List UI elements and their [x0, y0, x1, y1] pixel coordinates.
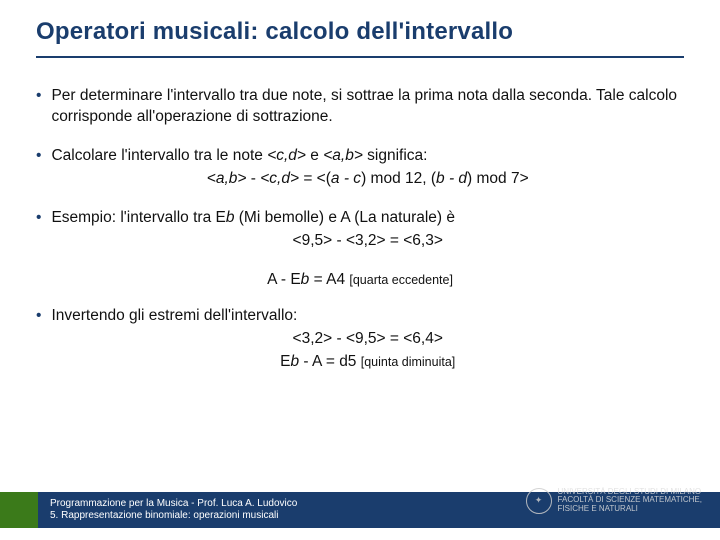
- b2-mod12: ) mod 12, (: [361, 170, 436, 187]
- b2-f-l: <a,b>: [207, 170, 247, 187]
- bullet-mark: •: [36, 208, 41, 252]
- b3-result: A - Eb = A4 [quarta eccedente]: [36, 270, 684, 291]
- b2-mod7: ) mod 7>: [467, 170, 529, 187]
- slide-container: Operatori musicali: calcolo dell'interva…: [0, 0, 720, 540]
- b2-f-eq: = <(: [299, 170, 331, 187]
- b3-res-r: = A4: [309, 271, 349, 288]
- b2-formula: <a,b> - <c,d> = <(a - c) mod 12, (b - d)…: [51, 169, 684, 190]
- bullet-4-body: Invertendo gli estremi dell'intervallo: …: [51, 306, 684, 373]
- b3-formula: <9,5> - <3,2> = <6,3>: [51, 231, 684, 252]
- b4-lead: Invertendo gli estremi dell'intervallo:: [51, 307, 297, 324]
- b4-note: [quinta diminuita]: [361, 355, 456, 369]
- b3-res-flat: b: [301, 271, 310, 288]
- b2-ac: a - c: [331, 170, 361, 187]
- bullet-2: • Calcolare l'intervallo tra le note <c,…: [36, 146, 684, 190]
- b3-mid: (Mi bemolle) e A (La naturale) è: [234, 209, 455, 226]
- uni-text: UNIVERSITÀ DEGLI STUDI DI MILANO FACOLTÀ…: [558, 488, 702, 514]
- footer-green-block: [0, 492, 38, 528]
- bullet-1-text: Per determinare l'intervallo tra due not…: [51, 86, 684, 128]
- b4-formula: <3,2> - <9,5> = <6,4>: [51, 329, 684, 350]
- b3-res-l: A - E: [267, 271, 301, 288]
- bullet-3-body: Esempio: l'intervallo tra Eb (Mi bemolle…: [51, 208, 684, 252]
- footer-logo: ✦ UNIVERSITÀ DEGLI STUDI DI MILANO FACOL…: [526, 488, 702, 514]
- b3-lead: Esempio: l'intervallo tra E: [51, 209, 225, 226]
- b4-res-r: - A = d5: [299, 353, 361, 370]
- uni3: FISICHE E NATURALI: [558, 505, 702, 514]
- uni-seal-icon: ✦: [526, 488, 552, 514]
- bullet-mark: •: [36, 86, 41, 128]
- b2-ab: <a,b>: [323, 147, 363, 164]
- bullet-mark: •: [36, 146, 41, 190]
- b2-mid: e: [306, 147, 323, 164]
- b2-cd: <c,d>: [267, 147, 306, 164]
- slide-title: Operatori musicali: calcolo dell'interva…: [36, 18, 684, 58]
- bullet-mark: •: [36, 306, 41, 373]
- b2-tail: significa:: [363, 147, 428, 164]
- b3-note: [quarta eccedente]: [349, 273, 453, 287]
- b2-f-r: <c,d>: [260, 170, 299, 187]
- slide-content: • Per determinare l'intervallo tra due n…: [36, 86, 684, 373]
- b2-bd: b - d: [436, 170, 467, 187]
- b4-res-l: E: [280, 353, 290, 370]
- bullet-2-body: Calcolare l'intervallo tra le note <c,d>…: [51, 146, 684, 190]
- bullet-1: • Per determinare l'intervallo tra due n…: [36, 86, 684, 128]
- b2-f-op: -: [246, 170, 260, 187]
- footer: Programmazione per la Musica - Prof. Luc…: [0, 492, 720, 528]
- bullet-4: • Invertendo gli estremi dell'intervallo…: [36, 306, 684, 373]
- bullet-3: • Esempio: l'intervallo tra Eb (Mi bemol…: [36, 208, 684, 252]
- b4-result: Eb - A = d5 [quinta diminuita]: [51, 352, 684, 373]
- b2-lead: Calcolare l'intervallo tra le note: [51, 147, 267, 164]
- b4-res-flat: b: [291, 353, 300, 370]
